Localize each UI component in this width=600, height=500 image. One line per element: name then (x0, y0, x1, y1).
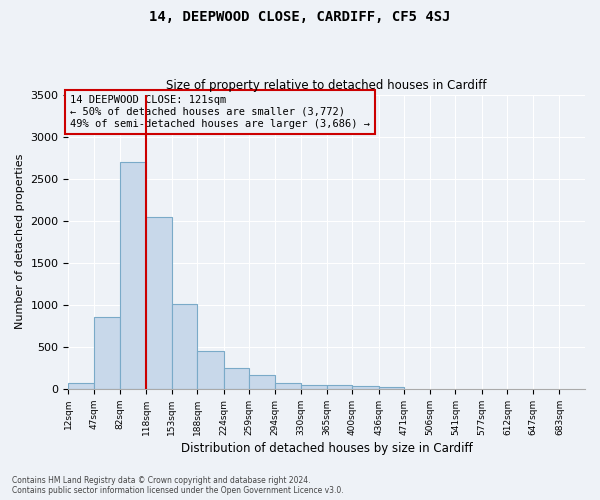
Bar (146, 216, 172, 389)
Bar (275, 384, 301, 389)
Bar (327, 385, 352, 389)
Title: Size of property relative to detached houses in Cardiff: Size of property relative to detached ho… (166, 79, 487, 92)
X-axis label: Distribution of detached houses by size in Cardiff: Distribution of detached houses by size … (181, 442, 473, 455)
Text: Contains HM Land Registry data © Crown copyright and database right 2024.
Contai: Contains HM Land Registry data © Crown c… (12, 476, 344, 495)
Bar (172, 304, 197, 389)
Text: 14 DEEPWOOD CLOSE: 121sqm
← 50% of detached houses are smaller (3,772)
49% of se: 14 DEEPWOOD CLOSE: 121sqm ← 50% of detac… (70, 96, 370, 128)
Bar (301, 385, 327, 389)
Bar (224, 368, 249, 389)
Bar (94, 318, 119, 389)
Bar (197, 350, 224, 389)
Y-axis label: Number of detached properties: Number of detached properties (15, 154, 25, 330)
Bar (379, 387, 404, 389)
Bar (68, 383, 94, 389)
Text: 14, DEEPWOOD CLOSE, CARDIFF, CF5 4SJ: 14, DEEPWOOD CLOSE, CARDIFF, CF5 4SJ (149, 10, 451, 24)
Bar (249, 376, 275, 389)
Bar (119, 162, 146, 389)
Bar (352, 386, 379, 389)
